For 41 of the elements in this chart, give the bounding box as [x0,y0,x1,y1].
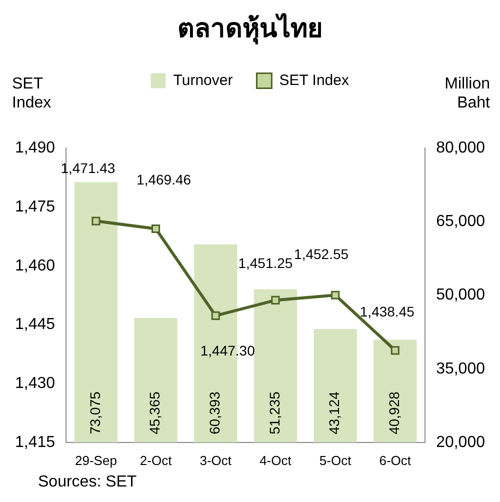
chart-title: ตลาดหุ้นไทย [178,12,322,45]
point [271,296,280,304]
y-tick-label: 1,445 [14,316,56,334]
legend-label: SET Index [279,72,350,89]
data-label: 40,928 [386,391,402,434]
x-tick-label: 6-Oct [379,452,412,468]
point [92,216,100,226]
data-label: 1,469.46 [136,172,192,188]
data-label: 1,452.55 [294,246,349,262]
x-tick-label: 2-Oct [140,452,172,468]
y-tick-label: 1,415 [14,434,56,451]
y-axis-title: SET Index [12,76,52,112]
data-label: 60,393 [206,391,222,434]
x-tick-label: 5-Oct [319,452,352,468]
y2-tick-label: 20,000 [436,434,486,451]
data-label: 1,451.25 [238,255,293,272]
y2-tick-label: 65,000 [436,213,486,230]
y2-tick-label: 35,000 [436,360,486,378]
y-tick-label: 1,490 [14,140,56,157]
data-label: 1,438.45 [360,303,415,320]
point [211,311,220,320]
y-tick-label: 1,460 [14,257,56,274]
data-label: 73,075 [86,391,103,434]
y2-axis-title: Million Baht [444,76,491,112]
legend-label: Turnover [173,72,233,89]
x-tick-label: 4-Oct [260,452,292,468]
point [152,224,160,234]
point [331,290,340,300]
y-tick-label: 1,475 [14,198,56,216]
y-tick-label: 1,430 [14,374,56,392]
point [390,346,400,355]
data-label: 1,471.43 [60,160,116,176]
data-label: 1,447.30 [200,342,256,359]
x-tick-label: 29-Sep [74,452,117,468]
source-note: Sources: SET [38,473,137,490]
x-tick-label: 3-Oct [200,452,232,468]
y2-tick-label: 80,000 [436,140,486,157]
data-label: 51,235 [266,391,282,434]
y2-tick-label: 50,000 [436,286,486,304]
data-label: 43,124 [326,391,342,434]
data-label: 45,365 [146,391,163,434]
